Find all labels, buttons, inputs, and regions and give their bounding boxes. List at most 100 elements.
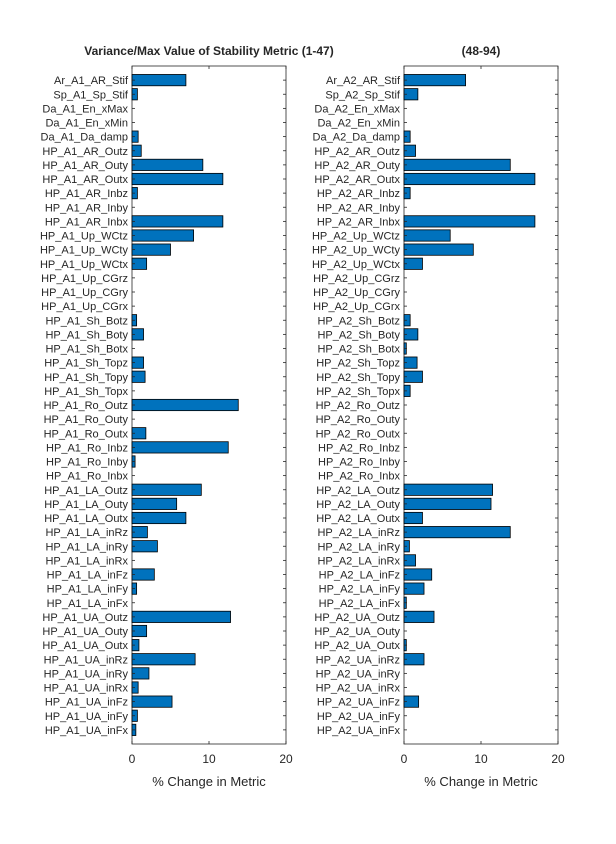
y-tick-label: HP_A1_Up_CGry [41, 287, 128, 299]
bar [131, 229, 194, 242]
bar [131, 243, 171, 256]
bar [131, 540, 158, 553]
y-tick-label: HP_A1_Ro_Inby [46, 457, 128, 469]
y-tick-label: HP_A2_Sh_Botz [317, 315, 400, 327]
bar [131, 172, 224, 186]
y-tick-label: HP_A1_AR_Outz [42, 146, 128, 158]
y-tick-label: HP_A2_LA_inRz [317, 527, 400, 539]
bar [403, 568, 433, 581]
bar [131, 158, 204, 171]
bar [131, 497, 178, 510]
bar [403, 229, 451, 242]
y-tick-label: HP_A2_Ro_Inbz [318, 442, 400, 454]
y-tick-label: HP_A2_LA_Outx [316, 513, 400, 525]
y-tick-label: HP_A2_UA_inRx [316, 683, 401, 695]
bar [403, 243, 474, 256]
y-tick-label: HP_A1_Sh_Botz [45, 315, 128, 327]
bar [131, 398, 239, 412]
x-tick-label: 20 [279, 752, 293, 766]
bar [403, 158, 511, 171]
y-tick-label: Ar_A1_AR_Stif [54, 75, 129, 87]
y-tick-label: HP_A1_UA_inRz [44, 654, 128, 666]
y-tick-label: HP_A1_LA_Outz [44, 485, 128, 497]
y-tick-label: HP_A2_UA_Outx [314, 640, 400, 652]
y-tick-label: HP_A2_Ro_Inbx [318, 471, 400, 483]
y-tick-label: HP_A1_UA_inRx [44, 683, 129, 695]
y-tick-label: HP_A2_Ro_Outy [316, 414, 401, 426]
y-tick-label: HP_A2_LA_inRy [317, 541, 400, 553]
y-tick-label: HP_A2_Up_CGrx [313, 301, 400, 313]
y-tick-label: HP_A2_UA_inFy [317, 711, 401, 723]
x-axis-label: % Change in Metric [152, 774, 266, 789]
y-tick-label: HP_A1_Up_WCtx [40, 259, 129, 271]
y-tick-label: HP_A2_UA_inRy [316, 668, 401, 680]
y-tick-label: HP_A2_Sh_Botx [317, 344, 400, 356]
y-tick-label: HP_A2_Up_WCtz [312, 231, 400, 243]
y-tick-label: Da_A2_En_xMax [314, 103, 400, 115]
chart-panel-48-94: (48-94) % Change in Metric Ar_A2_AR_Stif… [312, 44, 565, 789]
y-tick-label: Sp_A1_Sp_Stif [53, 89, 129, 101]
bar [131, 653, 196, 666]
y-tick-label: HP_A2_Sh_Topy [316, 372, 400, 384]
y-tick-label: HP_A2_Sh_Boty [317, 329, 400, 341]
y-tick-label: HP_A2_Up_CGry [313, 287, 400, 299]
y-tick-label: HP_A2_UA_inFx [317, 725, 401, 737]
y-tick-label: HP_A2_AR_Outx [314, 174, 400, 186]
y-tick-label: HP_A1_AR_Inbx [45, 216, 129, 228]
bar [403, 610, 435, 623]
y-tick-label: HP_A1_Sh_Topx [44, 386, 128, 398]
y-tick-label: HP_A1_Ro_Outz [44, 400, 128, 412]
y-tick-label: HP_A1_AR_Outx [42, 174, 128, 186]
bar [403, 172, 536, 186]
y-tick-label: HP_A1_UA_Outz [42, 612, 128, 624]
y-tick-label: HP_A1_Up_WCty [40, 245, 129, 257]
y-tick-label: Da_A2_Da_damp [313, 132, 400, 144]
y-tick-label: HP_A1_UA_inFz [45, 697, 128, 709]
y-tick-label: Da_A1_En_xMax [42, 103, 128, 115]
y-tick-label: HP_A2_UA_inRz [316, 654, 400, 666]
y-tick-label: HP_A2_LA_Outz [316, 485, 400, 497]
bar [403, 74, 466, 87]
y-tick-label: HP_A1_UA_inFx [45, 725, 129, 737]
bar [403, 215, 536, 228]
bar [131, 610, 231, 623]
y-tick-label: HP_A2_Ro_Inby [318, 457, 400, 469]
y-tick-label: HP_A1_Sh_Topz [44, 358, 128, 370]
y-tick-label: HP_A2_Up_WCtx [312, 259, 401, 271]
y-tick-label: HP_A2_AR_Inby [317, 202, 401, 214]
y-tick-label: HP_A2_Sh_Topz [316, 358, 400, 370]
bar [131, 511, 187, 525]
y-tick-label: HP_A1_UA_inFy [45, 711, 129, 723]
y-tick-label: HP_A2_AR_Inbz [317, 188, 400, 200]
chart-title: Variance/Max Value of Stability Metric (… [84, 44, 333, 58]
y-tick-label: HP_A1_Up_CGrx [41, 301, 128, 313]
x-tick-label: 10 [202, 752, 216, 766]
chart-title: (48-94) [462, 44, 501, 58]
y-tick-label: HP_A1_LA_Outx [44, 513, 128, 525]
y-tick-label: HP_A1_Sh_Topy [44, 372, 128, 384]
x-tick-label: 20 [551, 752, 565, 766]
y-tick-label: HP_A2_AR_Outz [314, 146, 400, 158]
y-tick-label: HP_A2_LA_inFz [319, 570, 400, 582]
y-tick-label: HP_A1_AR_Inbz [45, 188, 128, 200]
y-tick-label: HP_A1_Ro_Outy [44, 414, 129, 426]
bar [131, 441, 229, 454]
y-tick-label: HP_A1_Up_WCtz [40, 231, 128, 243]
y-tick-label: HP_A1_LA_inRx [45, 555, 128, 567]
y-tick-label: HP_A2_Up_WCty [312, 245, 401, 257]
y-tick-label: HP_A1_Sh_Boty [45, 329, 128, 341]
y-tick-label: Da_A1_Da_damp [41, 132, 128, 144]
y-tick-label: HP_A2_LA_Outy [316, 499, 400, 511]
x-tick-label: 0 [401, 752, 408, 766]
y-tick-label: HP_A2_Up_CGrz [313, 273, 400, 285]
y-tick-label: HP_A2_AR_Inbx [317, 216, 401, 228]
bar [131, 215, 224, 228]
y-tick-label: HP_A2_AR_Outy [314, 160, 400, 172]
y-tick-label: HP_A2_LA_inRx [317, 555, 400, 567]
y-tick-label: HP_A2_Sh_Topx [316, 386, 400, 398]
bar [131, 483, 202, 496]
bar [403, 653, 425, 666]
y-tick-label: HP_A2_UA_inFz [317, 697, 400, 709]
